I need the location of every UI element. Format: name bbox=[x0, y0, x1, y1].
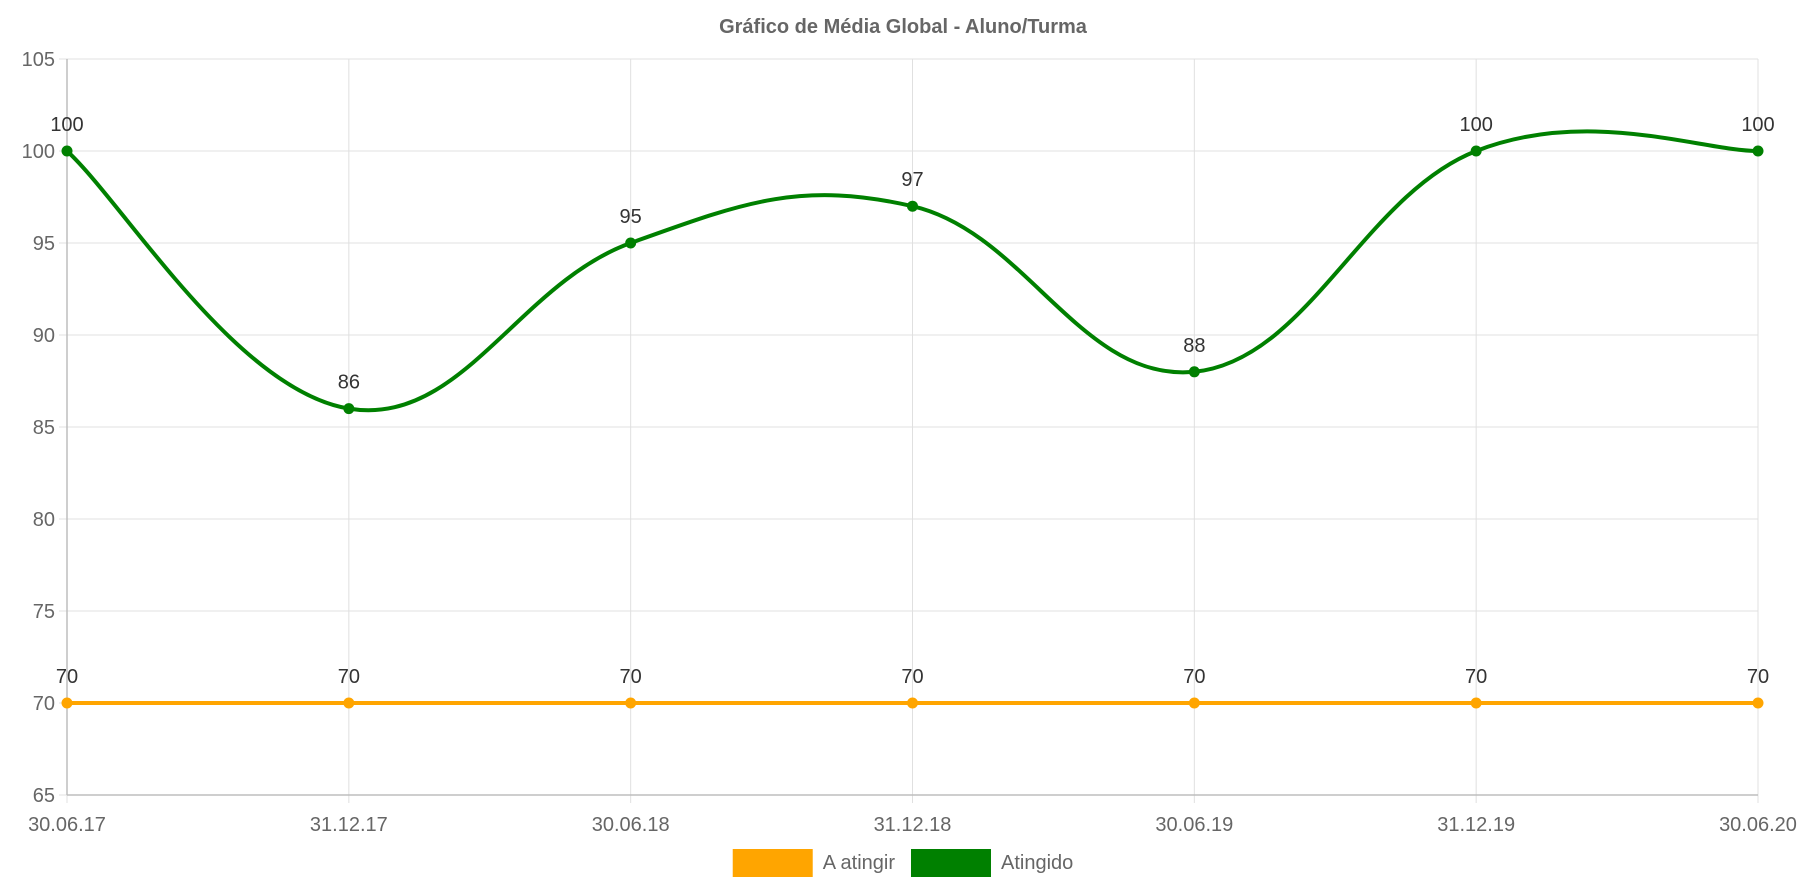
data-label-atingido: 100 bbox=[1741, 114, 1774, 136]
series-lines bbox=[61, 129, 1764, 709]
y-tick-label: 80 bbox=[33, 509, 55, 531]
y-tick-label: 105 bbox=[22, 49, 55, 71]
data-point-a-atingir[interactable] bbox=[907, 697, 918, 709]
data-label-a-atingir: 70 bbox=[1747, 666, 1769, 688]
legend-item-a-atingir[interactable]: A atingir bbox=[732, 849, 896, 877]
data-label-a-atingir: 70 bbox=[1465, 666, 1487, 688]
data-label-atingido: 86 bbox=[338, 372, 360, 394]
data-point-atingido[interactable] bbox=[343, 403, 355, 415]
data-label-a-atingir: 70 bbox=[620, 666, 642, 688]
data-point-a-atingir[interactable] bbox=[1752, 697, 1764, 709]
chart-title: Gráfico de Média Global - Aluno/Turma bbox=[719, 16, 1088, 38]
legend-label: A atingir bbox=[823, 852, 896, 874]
y-tick-label: 70 bbox=[33, 693, 55, 715]
data-label-a-atingir: 70 bbox=[1183, 666, 1205, 688]
data-point-atingido[interactable] bbox=[1188, 366, 1200, 378]
x-tick-label: 30.06.19 bbox=[1155, 814, 1233, 836]
data-label-atingido: 88 bbox=[1183, 335, 1205, 357]
legend-item-atingido[interactable]: Atingido bbox=[910, 849, 1073, 877]
x-tick-label: 31.12.17 bbox=[310, 814, 388, 836]
y-tick-label: 65 bbox=[33, 785, 55, 807]
data-point-atingido[interactable] bbox=[625, 237, 637, 249]
data-point-atingido[interactable] bbox=[1470, 145, 1482, 157]
axes: 65 70 75 80 85 90 95 100 105 30.06.17 31.12.17 30.0… bbox=[22, 49, 1797, 836]
data-point-a-atingir[interactable] bbox=[61, 697, 73, 709]
data-point-atingido[interactable] bbox=[1752, 145, 1764, 157]
data-point-atingido[interactable] bbox=[61, 145, 73, 157]
y-tick-label: 85 bbox=[33, 417, 55, 439]
legend-swatch bbox=[910, 849, 991, 877]
data-label-atingido: 100 bbox=[50, 114, 83, 136]
x-tick-label: 31.12.18 bbox=[874, 814, 952, 836]
data-labels: 70 70 70 70 70 70 70 100 86 95 97 88 100 100 bbox=[50, 114, 1774, 688]
x-tick-label: 31.12.19 bbox=[1437, 814, 1515, 836]
legend-label: Atingido bbox=[1001, 852, 1073, 874]
y-tick-label: 100 bbox=[22, 141, 55, 163]
y-tick-label: 90 bbox=[33, 325, 55, 347]
x-tick-label: 30.06.18 bbox=[592, 814, 670, 836]
data-point-a-atingir[interactable] bbox=[625, 697, 637, 709]
legend[interactable]: A atingir Atingido bbox=[732, 849, 1074, 877]
data-label-a-atingir: 70 bbox=[56, 666, 78, 688]
data-label-atingido: 95 bbox=[620, 206, 642, 228]
data-label-atingido: 100 bbox=[1459, 114, 1492, 136]
x-tick-label: 30.06.17 bbox=[28, 814, 106, 836]
legend-swatch bbox=[732, 849, 813, 877]
data-label-a-atingir: 70 bbox=[338, 666, 360, 688]
y-tick-label: 95 bbox=[33, 233, 55, 255]
data-label-atingido: 97 bbox=[901, 169, 923, 191]
data-point-a-atingir[interactable] bbox=[343, 697, 355, 709]
data-point-a-atingir[interactable] bbox=[1188, 697, 1200, 709]
y-tick-label: 75 bbox=[33, 601, 55, 623]
data-label-a-atingir: 70 bbox=[901, 666, 923, 688]
data-point-a-atingir[interactable] bbox=[1470, 697, 1482, 709]
x-tick-label: 30.06.20 bbox=[1719, 814, 1797, 836]
data-point-atingido[interactable] bbox=[907, 200, 918, 212]
